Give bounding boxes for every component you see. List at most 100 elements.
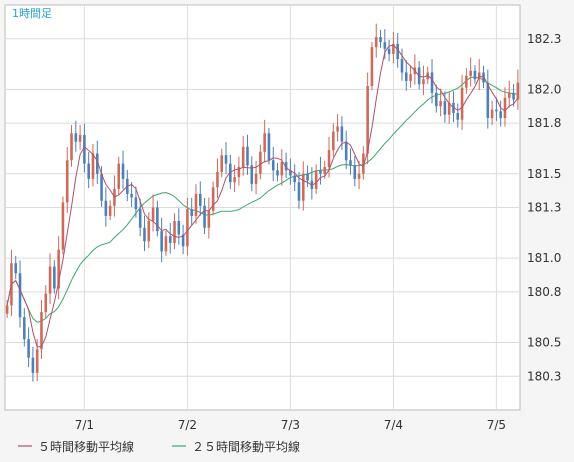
candle: [336, 114, 339, 142]
candle-body: [443, 101, 447, 115]
candle: [203, 197, 206, 235]
candle-body: [100, 173, 103, 201]
candle-body: [198, 194, 202, 206]
candle-body: [83, 134, 86, 164]
candle-body: [495, 109, 498, 112]
candle-body: [224, 155, 228, 164]
candle-body: [48, 266, 52, 294]
candle-body: [404, 72, 408, 81]
candle-body: [512, 92, 515, 100]
candle-body: [340, 126, 344, 142]
candle: [263, 119, 266, 163]
candle: [512, 83, 515, 107]
candle-body: [5, 305, 9, 314]
candle: [301, 161, 305, 211]
candle-body: [233, 177, 236, 183]
candle: [293, 164, 296, 192]
candle: [503, 87, 507, 127]
candle-body: [516, 82, 520, 100]
candle: [151, 194, 155, 232]
candle-body: [319, 170, 322, 174]
candle-body: [164, 236, 168, 252]
candle: [121, 150, 125, 190]
candle: [130, 181, 133, 207]
candle-body: [23, 317, 26, 340]
candle-body: [379, 37, 382, 43]
legend-label-ma25: ２５時間移動平均線: [192, 439, 300, 454]
candle: [233, 164, 236, 192]
candle-body: [366, 86, 369, 154]
candle: [379, 29, 382, 48]
candle: [473, 65, 477, 84]
candle: [23, 307, 26, 347]
candle-body: [392, 43, 395, 54]
candle-body: [430, 72, 434, 93]
candle: [267, 127, 271, 165]
candle: [374, 23, 378, 58]
candle: [344, 130, 348, 170]
candle: [53, 260, 56, 294]
candle-body: [138, 209, 142, 228]
candle: [14, 255, 18, 280]
candle-body: [306, 173, 309, 181]
y-tick-label-6: 180.8: [527, 285, 561, 299]
candle: [87, 152, 90, 189]
candle: [40, 299, 43, 360]
candle: [173, 213, 176, 250]
candle: [314, 164, 318, 194]
candle: [224, 142, 228, 175]
candle: [177, 208, 181, 245]
candle-body: [190, 209, 193, 216]
candle-body: [147, 221, 151, 242]
candle-body: [323, 167, 327, 174]
candle: [469, 57, 472, 87]
candle: [61, 196, 65, 255]
candle: [495, 97, 498, 121]
candle-body: [186, 209, 189, 247]
candle-body: [121, 163, 125, 179]
candle: [332, 123, 335, 157]
candle: [490, 100, 494, 126]
candle-body: [327, 150, 331, 167]
legend-label-ma5: ５時間移動平均線: [38, 439, 134, 454]
candle: [74, 120, 78, 152]
candle-body: [409, 74, 412, 81]
candle: [190, 197, 193, 226]
candle: [370, 42, 374, 91]
candle: [422, 65, 425, 96]
candle-body: [439, 101, 442, 107]
candle: [400, 48, 404, 81]
candle-body: [143, 227, 146, 242]
candle-body: [35, 349, 39, 373]
candle-body: [57, 249, 60, 289]
candle-body: [220, 155, 224, 173]
candle-body: [27, 339, 30, 358]
candle: [349, 148, 352, 175]
y-tick-label-7: 180.5: [527, 336, 561, 350]
candle: [220, 148, 224, 178]
candle-body: [280, 161, 284, 176]
candle-body: [53, 266, 56, 289]
y-tick-label-2: 181.8: [527, 116, 561, 130]
candle: [319, 156, 322, 185]
candle: [280, 149, 284, 186]
candle-body: [284, 161, 288, 171]
candle-body: [181, 234, 185, 247]
candle-body: [271, 160, 275, 171]
candle-body: [490, 109, 494, 119]
candle-body: [507, 92, 511, 98]
candle-body: [74, 133, 78, 142]
candle: [186, 197, 189, 256]
grid-lines: [5, 5, 520, 410]
candle-body: [482, 72, 485, 83]
candle-body: [237, 167, 241, 178]
candle: [164, 230, 168, 256]
candle: [284, 152, 288, 178]
candle-body: [31, 357, 35, 373]
candle: [254, 160, 258, 195]
candle-body: [314, 170, 318, 189]
candle: [27, 327, 30, 368]
candle: [181, 224, 185, 255]
candle-body: [246, 146, 249, 166]
candle: [44, 285, 48, 319]
